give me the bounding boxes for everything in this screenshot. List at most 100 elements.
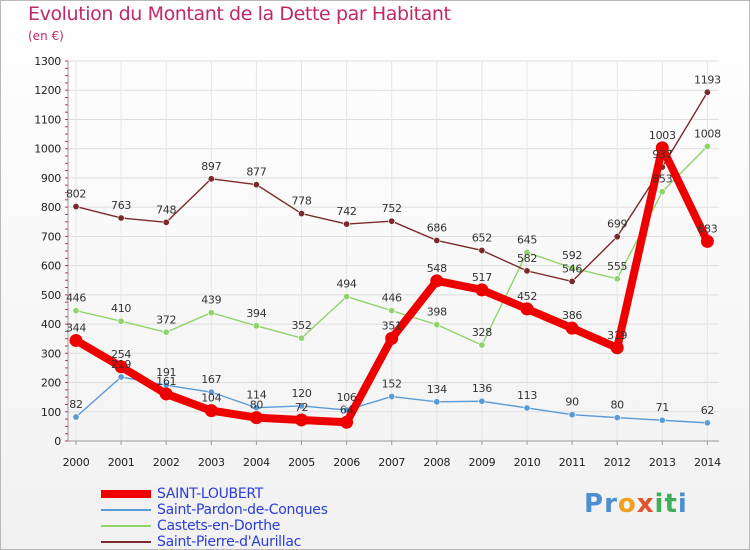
data-point xyxy=(207,309,215,317)
series-saint-pierre-d-aurillac xyxy=(72,88,711,285)
data-point xyxy=(568,264,576,272)
data-point xyxy=(388,307,396,315)
y-tick-label: 1100 xyxy=(34,113,61,126)
data-point xyxy=(297,334,305,342)
data-point xyxy=(114,360,128,374)
data-label: 80 xyxy=(250,399,264,412)
logo-letter: P xyxy=(584,489,605,519)
data-point xyxy=(297,210,305,218)
legend-label: Saint-Pierre-d'Aurillac xyxy=(157,534,302,550)
data-label: 763 xyxy=(111,199,131,212)
data-label: 452 xyxy=(517,290,537,303)
data-point xyxy=(520,302,534,316)
series-castets-en-dorthe xyxy=(72,142,711,349)
data-point xyxy=(162,218,170,226)
data-point xyxy=(72,307,80,315)
y-tick-label: 1300 xyxy=(34,55,61,68)
x-tick-label: 2012 xyxy=(604,456,631,469)
legend-label: SAINT-LOUBERT xyxy=(157,486,264,502)
data-point xyxy=(478,397,486,405)
data-label: 71 xyxy=(656,401,669,414)
y-tick-label: 1000 xyxy=(34,143,61,156)
data-label: 494 xyxy=(337,278,357,291)
data-point xyxy=(523,404,531,412)
data-label: 748 xyxy=(156,203,176,216)
data-point xyxy=(340,415,354,429)
data-point xyxy=(72,413,80,421)
data-point xyxy=(249,411,263,425)
data-label: 254 xyxy=(111,348,131,361)
data-point xyxy=(523,267,531,275)
data-label: 134 xyxy=(427,383,447,396)
data-point xyxy=(385,331,399,345)
logo-letter: i xyxy=(677,489,688,519)
data-label: 80 xyxy=(610,399,624,412)
data-label: 114 xyxy=(246,389,266,402)
x-tick-label: 2005 xyxy=(288,456,315,469)
data-label: 778 xyxy=(291,195,311,208)
data-label: 319 xyxy=(607,329,627,342)
data-point xyxy=(703,142,711,150)
data-label: 645 xyxy=(517,233,537,246)
data-point xyxy=(295,413,308,427)
data-label: 742 xyxy=(337,205,357,218)
data-label: 372 xyxy=(156,313,176,326)
data-point xyxy=(610,341,624,355)
x-tick-label: 2011 xyxy=(559,456,586,469)
x-tick-label: 2006 xyxy=(333,456,360,469)
data-label: 517 xyxy=(472,271,492,284)
data-point xyxy=(655,141,669,155)
data-point xyxy=(72,203,80,211)
series-saint-loubert xyxy=(69,141,714,429)
data-label: 106 xyxy=(337,391,357,404)
legend-swatch xyxy=(101,541,151,543)
y-tick-label: 400 xyxy=(41,318,61,331)
y-tick-label: 0 xyxy=(54,435,61,448)
data-label: 113 xyxy=(517,389,537,402)
data-point xyxy=(207,388,215,396)
series-saint-pardon-de-conques xyxy=(72,373,711,427)
y-tick-label: 200 xyxy=(41,377,61,390)
data-point xyxy=(159,387,173,401)
y-tick-label: 100 xyxy=(41,406,61,419)
data-label: 90 xyxy=(565,396,579,409)
data-point xyxy=(207,175,215,183)
data-point xyxy=(162,328,170,336)
data-label: 104 xyxy=(201,392,221,405)
data-point xyxy=(252,181,260,189)
data-label: 877 xyxy=(246,166,266,179)
data-label: 120 xyxy=(291,387,311,400)
data-label: 546 xyxy=(562,262,582,275)
data-label: 82 xyxy=(69,398,82,411)
data-point xyxy=(613,233,621,241)
data-label: 592 xyxy=(562,249,582,262)
data-point xyxy=(430,274,444,288)
data-label: 1193 xyxy=(694,73,721,86)
data-point xyxy=(475,283,489,297)
data-label: 555 xyxy=(607,260,627,273)
y-tick-label: 1200 xyxy=(34,84,61,97)
data-point xyxy=(117,214,125,222)
data-point xyxy=(433,321,441,329)
y-tick-label: 600 xyxy=(41,260,61,273)
data-label: 802 xyxy=(66,188,86,201)
x-tick-label: 2004 xyxy=(243,456,270,469)
data-label: 752 xyxy=(382,202,402,215)
data-point xyxy=(388,393,396,401)
data-point xyxy=(568,277,576,285)
data-point xyxy=(700,234,714,248)
grid-lines xyxy=(68,60,719,442)
data-point xyxy=(388,217,396,225)
data-label: 351 xyxy=(382,319,402,332)
y-tick-label: 800 xyxy=(41,201,61,214)
data-label: 853 xyxy=(652,173,672,186)
data-label: 446 xyxy=(66,292,86,305)
data-point xyxy=(658,416,666,424)
data-label: 352 xyxy=(291,319,311,332)
data-point xyxy=(69,333,83,347)
data-label: 191 xyxy=(156,366,176,379)
y-tick-label: 700 xyxy=(41,230,61,243)
chart-unit-subtitle: (en €) xyxy=(28,29,64,43)
legend-label: Castets-en-Dorthe xyxy=(157,518,281,534)
